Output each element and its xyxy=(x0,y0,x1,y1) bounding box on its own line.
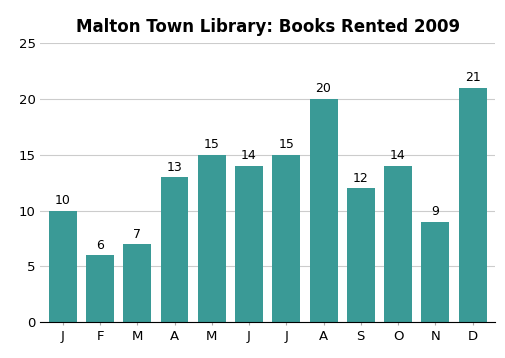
Bar xyxy=(86,255,114,322)
Bar xyxy=(384,166,412,322)
Title: Malton Town Library: Books Rented 2009: Malton Town Library: Books Rented 2009 xyxy=(76,18,460,36)
Text: 15: 15 xyxy=(204,138,220,151)
Bar xyxy=(310,99,337,322)
Bar xyxy=(198,155,226,322)
Bar xyxy=(161,177,188,322)
Text: 6: 6 xyxy=(96,239,104,252)
Bar xyxy=(272,155,300,322)
Text: 21: 21 xyxy=(465,71,480,84)
Text: 13: 13 xyxy=(167,161,182,174)
Bar xyxy=(459,88,486,322)
Text: 7: 7 xyxy=(133,228,141,241)
Bar xyxy=(235,166,263,322)
Text: 12: 12 xyxy=(353,172,369,185)
Text: 10: 10 xyxy=(55,194,71,207)
Bar xyxy=(123,244,151,322)
Text: 15: 15 xyxy=(278,138,294,151)
Text: 9: 9 xyxy=(431,205,439,218)
Bar xyxy=(49,211,77,322)
Bar xyxy=(421,222,449,322)
Text: 14: 14 xyxy=(390,150,406,163)
Bar xyxy=(347,188,375,322)
Text: 14: 14 xyxy=(241,150,257,163)
Text: 20: 20 xyxy=(316,82,331,96)
